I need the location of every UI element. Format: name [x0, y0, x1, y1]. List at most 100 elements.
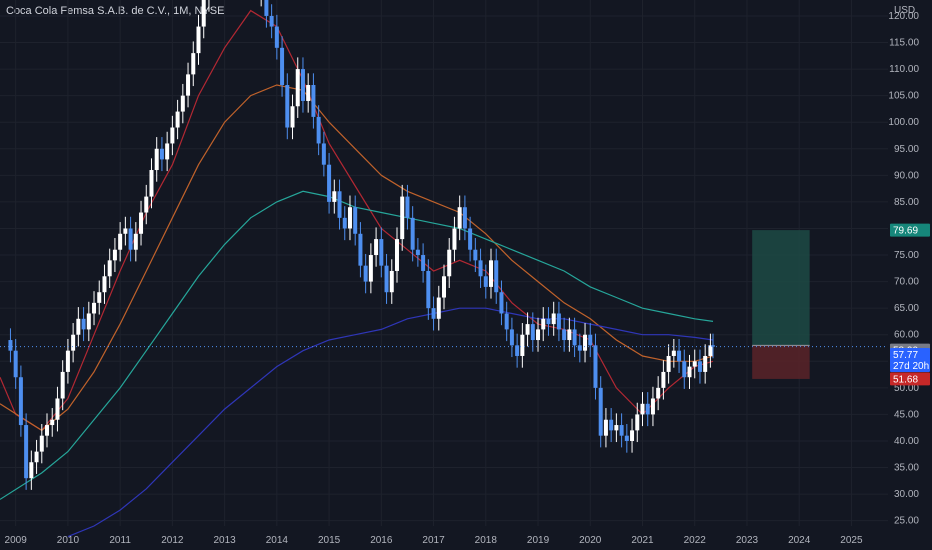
candle-body — [473, 249, 478, 261]
x-tick-label: 2016 — [370, 535, 393, 546]
y-tick-label: 90.00 — [894, 170, 919, 181]
x-tick-label: 2010 — [57, 535, 80, 546]
candle-body — [191, 53, 196, 75]
candle-body — [264, 0, 269, 16]
candle-body — [123, 228, 128, 234]
x-tick-label: 2021 — [631, 535, 654, 546]
candle-body — [353, 207, 358, 234]
candle-body — [447, 249, 452, 277]
candle-body — [588, 334, 593, 346]
y-tick-label: 120.00 — [888, 11, 919, 22]
candle-body — [285, 85, 290, 128]
y-tick-label: 25.00 — [894, 516, 919, 527]
candle-body — [274, 26, 279, 48]
y-tick-label: 60.00 — [894, 330, 919, 341]
candle-body — [144, 196, 149, 213]
candle-body — [76, 318, 81, 335]
candle-body — [598, 387, 603, 436]
candle-body — [389, 270, 394, 293]
candle-body — [139, 212, 144, 234]
candle-body — [34, 451, 39, 463]
candle-body — [556, 313, 561, 330]
candle-body — [614, 425, 619, 431]
x-tick-label: 2023 — [736, 535, 759, 546]
candle-body — [316, 116, 321, 144]
candle-body — [697, 361, 702, 372]
price-tag-text: 27d 20h — [893, 361, 929, 372]
candle-body — [24, 425, 29, 479]
candle-body — [666, 355, 671, 372]
x-tick-label: 2009 — [5, 535, 28, 546]
candle-body — [133, 233, 138, 250]
candle-body — [483, 276, 488, 287]
x-tick-label: 2017 — [422, 535, 445, 546]
y-tick-label: 40.00 — [894, 436, 919, 447]
candle-body — [18, 377, 23, 426]
candle-body — [499, 292, 504, 314]
candle-body — [363, 265, 368, 282]
candle-body — [368, 255, 373, 282]
candle-body — [269, 15, 274, 27]
candle-body — [431, 308, 436, 319]
y-tick-label: 35.00 — [894, 463, 919, 474]
candle-body — [711, 345, 716, 347]
candle-body — [180, 95, 185, 112]
candle-body — [457, 207, 462, 229]
candle-body — [384, 265, 389, 293]
candle-body — [682, 361, 687, 378]
candle-body — [342, 217, 347, 229]
candle-body — [692, 361, 697, 367]
moving-average-line — [67, 307, 714, 538]
candle-body — [347, 207, 352, 229]
chart-title: Coca Cola Femsa S.A.B. de C.V., 1M, NYSE — [6, 5, 225, 17]
candle-body — [541, 318, 546, 330]
y-tick-label: 45.00 — [894, 409, 919, 420]
candle-body — [290, 106, 295, 128]
y-axis: 120.00 115.00 110.00 105.00 100.00 95.00 90.00… — [888, 11, 919, 527]
x-tick-label: 2022 — [684, 535, 707, 546]
candle-body — [295, 69, 300, 107]
candle-body — [394, 239, 399, 271]
candle-body — [677, 350, 682, 362]
candle-body — [583, 334, 588, 351]
candle-body — [337, 191, 342, 218]
candle-body — [400, 196, 405, 240]
candle-body — [468, 228, 473, 250]
stop-zone — [752, 345, 810, 379]
x-tick-label: 2013 — [213, 535, 236, 546]
candle-body — [280, 47, 285, 86]
y-tick-label: 30.00 — [894, 489, 919, 500]
candle-body — [81, 318, 86, 330]
y-tick-label: 75.00 — [894, 250, 919, 261]
candle-body — [546, 318, 551, 325]
candle-body — [509, 329, 514, 346]
candle-body — [515, 345, 520, 356]
candle-body — [687, 366, 692, 378]
candle-body — [410, 217, 415, 250]
moving-average-line — [0, 9, 714, 432]
currency-label: USD — [894, 5, 916, 16]
candle-body — [562, 329, 567, 341]
candle-body — [661, 371, 666, 388]
candle-body — [201, 0, 206, 27]
candle-body — [708, 345, 713, 356]
candle-body — [358, 233, 363, 266]
y-tick-label: 105.00 — [888, 91, 919, 102]
candle-body — [530, 324, 535, 341]
candle-body — [327, 164, 332, 202]
candle-body — [154, 148, 159, 171]
candle-body — [170, 127, 175, 144]
candle-body — [112, 249, 117, 261]
candle-body — [494, 260, 499, 293]
candle-body — [186, 74, 191, 96]
candle-body — [525, 324, 530, 335]
candle-body — [175, 111, 180, 128]
price-tag-bg — [890, 348, 930, 373]
candle-body — [593, 345, 598, 388]
x-tick-label: 2024 — [788, 535, 811, 546]
candle-body — [196, 26, 201, 54]
candles — [8, 0, 716, 490]
stop-tag-text: 51.68 — [893, 374, 918, 385]
candle-body — [415, 249, 420, 256]
